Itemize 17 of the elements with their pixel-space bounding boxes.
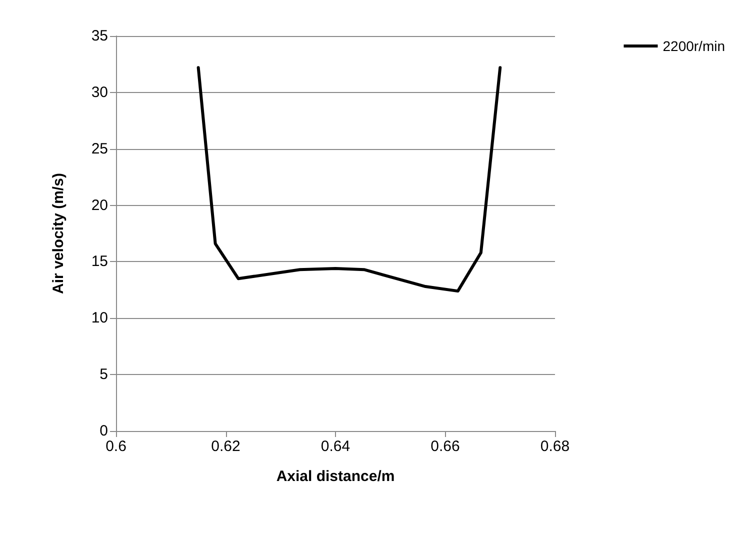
- legend-label: 2200r/min: [662, 38, 726, 54]
- y-tick-label: 5: [100, 366, 108, 384]
- y-tick-label: 10: [91, 310, 108, 327]
- x-axis-title: Axial distance/m: [276, 468, 395, 485]
- y-tick-label: 15: [91, 253, 108, 270]
- x-tick-label: 0.6: [106, 438, 126, 455]
- x-tick-label: 0.68: [540, 438, 570, 455]
- x-tick-label: 0.62: [211, 438, 240, 455]
- y-axis-title: Air velocity (m/s): [50, 173, 67, 294]
- y-tick-label: 20: [91, 196, 108, 214]
- y-tick-label: 0: [100, 422, 108, 440]
- x-tick-label: 0.64: [320, 438, 350, 455]
- line-series: [196, 66, 502, 293]
- y-tick-label: 30: [91, 84, 108, 101]
- x-tick-label: 0.66: [430, 438, 460, 455]
- y-tick-label: 35: [91, 28, 108, 44]
- y-tick-label: 25: [91, 140, 108, 158]
